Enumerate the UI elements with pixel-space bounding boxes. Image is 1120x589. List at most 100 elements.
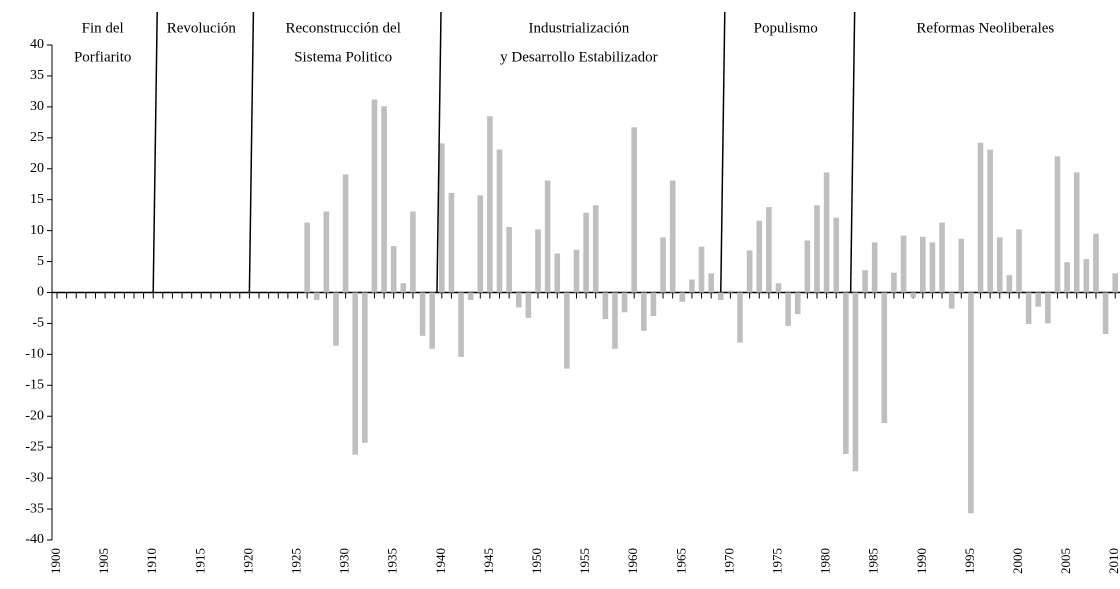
bar (804, 240, 811, 293)
period-boundary (436, 11, 442, 293)
bar (487, 116, 493, 293)
x-tick-label: 1990 (914, 548, 929, 574)
y-tick-label: 35 (30, 68, 44, 83)
x-tick-label: 1995 (962, 548, 977, 574)
x-tick-label: 1945 (481, 548, 496, 574)
y-tick-label: -20 (25, 408, 44, 423)
bar (362, 292, 368, 443)
bar (717, 292, 724, 300)
bar (669, 180, 676, 293)
bar (535, 229, 541, 293)
bar (1073, 172, 1080, 293)
bar (506, 226, 512, 293)
bar (948, 292, 955, 309)
period-label: Fin del (82, 20, 124, 36)
bar (843, 292, 849, 454)
bar (939, 222, 945, 293)
bar (689, 279, 695, 293)
y-tick-label: 20 (30, 161, 44, 176)
bar (410, 211, 416, 293)
y-tick-label: -25 (25, 439, 44, 454)
x-tick-label: 1950 (529, 548, 544, 574)
x-tick-label: 1980 (818, 548, 833, 574)
bar (1112, 273, 1118, 293)
period-label: Reconstrucción del (285, 20, 400, 36)
x-tick-label: 1920 (240, 548, 255, 574)
bar (958, 238, 965, 293)
bar (333, 292, 339, 346)
bar (592, 205, 599, 293)
x-tick-label: 1955 (577, 548, 592, 574)
bar (573, 249, 580, 293)
bar (891, 272, 897, 293)
x-tick-label: 2005 (1058, 548, 1073, 574)
bar (554, 253, 561, 293)
bar (987, 149, 993, 293)
bar (766, 207, 772, 293)
bar (304, 222, 310, 293)
bar (862, 270, 868, 293)
bar (641, 292, 647, 331)
period-label: Porfiarito (74, 49, 132, 65)
bar (1016, 229, 1022, 293)
bar (448, 192, 455, 293)
period-boundary (849, 11, 856, 293)
y-tick-label: -40 (25, 532, 44, 547)
bar (794, 292, 801, 315)
x-tick-label: 1915 (192, 548, 207, 574)
bar (602, 292, 609, 320)
period-label: Industrialización (528, 20, 629, 36)
bar (612, 292, 618, 349)
x-tick-label: 1910 (144, 548, 159, 574)
bar (1045, 292, 1051, 324)
bar (1083, 259, 1090, 293)
x-tick-label: 1940 (433, 548, 448, 574)
y-tick-label: -5 (32, 316, 44, 331)
bar (515, 292, 522, 308)
bar (1035, 292, 1042, 307)
bar (833, 217, 840, 293)
bar (852, 292, 859, 472)
y-tick-label: -15 (25, 378, 44, 393)
period-boundary (720, 11, 726, 293)
bar (679, 292, 686, 302)
y-tick-label: 10 (30, 223, 44, 238)
bar (650, 292, 657, 317)
bar (525, 292, 532, 318)
bar (823, 172, 830, 293)
bar (631, 127, 637, 293)
bar (400, 283, 407, 293)
x-tick-label: 2000 (1010, 548, 1025, 574)
y-tick-label: 25 (30, 130, 44, 145)
x-tick-label: 2010 (1106, 548, 1120, 574)
period-label: Reformas Neoliberales (916, 20, 1054, 36)
bar (977, 142, 984, 293)
bar (1054, 156, 1061, 293)
x-tick-label: 1970 (721, 548, 736, 574)
x-tick-label: 1930 (337, 548, 352, 574)
bar (544, 180, 551, 293)
bar (1025, 292, 1032, 325)
period-label: y Desarrollo Estabilizador (500, 49, 657, 65)
x-tick-label: 1905 (96, 548, 111, 574)
period-label: Populismo (754, 20, 818, 36)
x-tick-label: 1965 (673, 548, 688, 574)
bar (390, 246, 397, 293)
bar (737, 292, 743, 343)
bar (756, 220, 763, 293)
bar (698, 246, 705, 293)
bar (900, 235, 907, 293)
bar (746, 250, 753, 293)
x-tick-label: 1925 (288, 548, 303, 574)
period-boundary (152, 11, 158, 293)
x-tick-label: 1935 (385, 548, 400, 574)
bar (1102, 292, 1109, 334)
bar (929, 242, 936, 293)
x-tick-label: 1985 (866, 548, 881, 574)
bar (1064, 262, 1070, 293)
y-tick-label: 5 (37, 254, 44, 269)
bar (727, 290, 734, 293)
x-tick-label: 1975 (769, 548, 784, 574)
bar (775, 283, 782, 293)
